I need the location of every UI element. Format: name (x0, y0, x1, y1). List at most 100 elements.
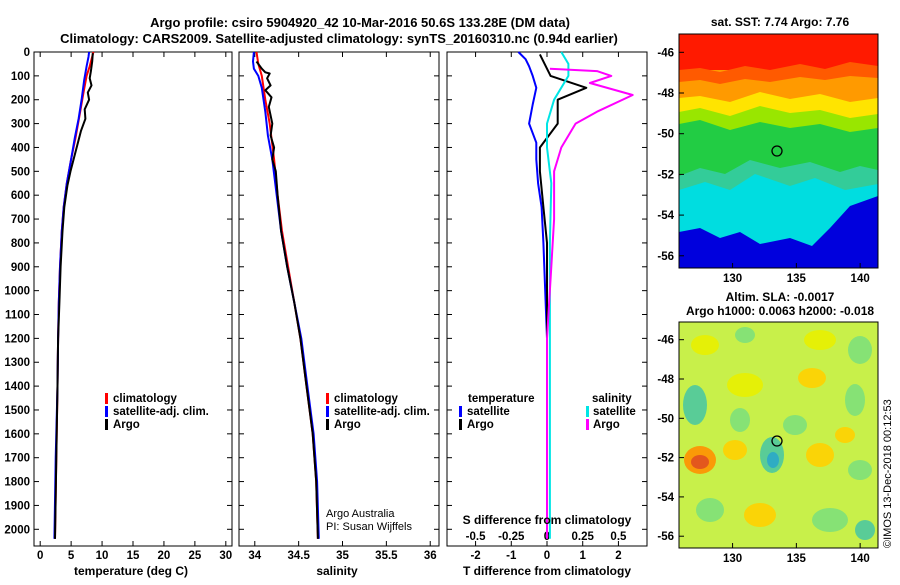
x-tick-label: 15 (127, 550, 140, 562)
lon-tick-label: 130 (723, 273, 742, 285)
legend-label-satellite: satellite-adj. clim. (113, 406, 209, 418)
salinity-x-label: salinity (316, 564, 358, 578)
depth-tick-label: 300 (11, 119, 30, 131)
s-tick-label: -0.5 (466, 531, 486, 543)
lat-tick-label: -46 (657, 335, 674, 347)
series-line (546, 51, 570, 539)
difference-legend: temperature satellite Argo salinity sate… (459, 393, 636, 431)
legend-swatch-climatology (326, 393, 329, 404)
legend-swatch-satellite (105, 406, 108, 417)
sla-blob (806, 443, 834, 467)
x-tick-label: 5 (68, 550, 75, 562)
series-line (517, 51, 548, 539)
sla-blob (767, 452, 779, 468)
x-tick-label: 1 (580, 550, 587, 562)
temperature-x-axis: 0 5 10 15 20 25 30 (37, 52, 232, 562)
sla-blob (855, 520, 875, 540)
s-tick-label: 0.5 (610, 531, 627, 543)
x-tick-label: 34 (248, 550, 261, 562)
temperature-panel: 0100200300400500600700800900100011001200… (4, 47, 647, 578)
sla-blob (696, 498, 724, 522)
t-difference-x-axis: -2 -1 0 1 2 (470, 52, 622, 562)
sla-blob (683, 385, 707, 425)
x-tick-label: 35.5 (375, 550, 398, 562)
sla-blob (848, 336, 872, 364)
depth-tick-label: 1300 (4, 357, 30, 369)
sla-map-panel: Altim. SLA: -0.0017 Argo h1000: 0.0063 h… (657, 290, 879, 565)
depth-tick-label: 1100 (5, 310, 30, 322)
sla-blob (744, 503, 776, 527)
salinity-series (252, 51, 320, 539)
sst-map-panel: sat. SST: 7.74 Argo: 7.76 -46 -48 -50 -52 -5… (657, 15, 879, 285)
legend-swatch-s-argo (586, 419, 589, 430)
sla-map-title-2: Argo h1000: 0.0063 h2000: -0.018 (686, 304, 874, 318)
sla-blob (723, 440, 747, 460)
x-tick-label: -1 (506, 550, 517, 562)
lat-tick-label: -50 (657, 129, 674, 141)
title-line-2: Climatology: CARS2009. Satellite-adjuste… (60, 31, 618, 46)
depth-tick-label: 100 (11, 71, 30, 83)
depth-tick-label: 1200 (4, 333, 30, 345)
lat-tick-label: -54 (657, 210, 674, 222)
depth-tick-label: 2000 (4, 524, 30, 536)
lat-tick-label: -52 (657, 453, 674, 465)
depth-tick-label: 1500 (4, 405, 30, 417)
x-tick-label: 10 (96, 550, 109, 562)
t-difference-x-label: T difference from climatology (463, 564, 631, 578)
series-line (252, 51, 320, 539)
sst-map-image (678, 33, 879, 269)
depth-tick-label: 1800 (4, 477, 30, 489)
lon-tick-label: 135 (787, 553, 807, 565)
credit-argo-australia: Argo Australia (326, 508, 395, 520)
imos-credit: ©IMOS 13-Dec-2018 00:12:53 (882, 399, 894, 548)
temperature-plot-frame (33, 51, 233, 547)
sla-blob (691, 455, 709, 469)
series-line (546, 67, 634, 539)
sla-map-frame (678, 321, 879, 549)
sla-blob (783, 415, 807, 435)
x-tick-label: 35 (336, 550, 349, 562)
lon-tick-label: 140 (851, 273, 870, 285)
legend-label-satellite: satellite-adj. clim. (334, 406, 430, 418)
sst-lat-axis: -46 -48 -50 -52 -54 -56 (657, 47, 684, 263)
legend-label-climatology: climatology (113, 393, 178, 405)
salinity-legend: climatology satellite-adj. clim. Argo (326, 393, 430, 431)
lon-tick-label: 140 (851, 553, 870, 565)
depth-tick-label: 500 (11, 166, 30, 178)
legend-label-argo: Argo (334, 419, 361, 431)
lon-tick-label: 130 (723, 553, 742, 565)
sla-blob (848, 460, 872, 480)
difference-panel: -2 -1 0 1 2 -0.5 -0.25 0 0.25 0.5 S difference f… (446, 51, 648, 578)
sst-band-orange-red (679, 62, 878, 84)
depth-tick-label: 1400 (4, 381, 30, 393)
x-tick-label: 25 (188, 550, 201, 562)
sla-blob (730, 408, 750, 432)
legend-swatch-climatology (105, 393, 108, 404)
series-line (54, 53, 94, 539)
sla-lon-axis: 130 135 140 (723, 543, 870, 565)
sla-blob (727, 373, 763, 397)
lat-tick-label: -56 (657, 531, 674, 543)
series-line (255, 51, 319, 539)
series-line (538, 53, 588, 539)
series-line (54, 51, 95, 539)
legend-label-t-satellite: satellite (467, 406, 510, 418)
sla-map-title-1: Altim. SLA: -0.0017 (726, 290, 835, 304)
legend-swatch-argo (326, 419, 329, 430)
argo-location-marker-sst (771, 145, 783, 157)
lon-tick-label: 135 (787, 273, 807, 285)
lat-tick-label: -56 (657, 251, 674, 263)
depth-tick-label: 1600 (4, 429, 30, 441)
s-difference-label: S difference from climatology (463, 513, 632, 527)
legend-swatch-argo (105, 419, 108, 430)
salinity-x-axis: 34 34.5 35 35.5 36 (248, 52, 437, 562)
sla-blob (845, 384, 865, 416)
sla-map-image (678, 321, 879, 549)
x-tick-label: 2 (615, 550, 621, 562)
sst-land-mask (679, 196, 878, 268)
sst-map-title: sat. SST: 7.74 Argo: 7.76 (711, 15, 850, 29)
salinity-panel: 34 34.5 35 35.5 36 salinity climatology sate… (238, 51, 440, 578)
series-line (255, 60, 319, 539)
sla-blob (835, 427, 855, 443)
